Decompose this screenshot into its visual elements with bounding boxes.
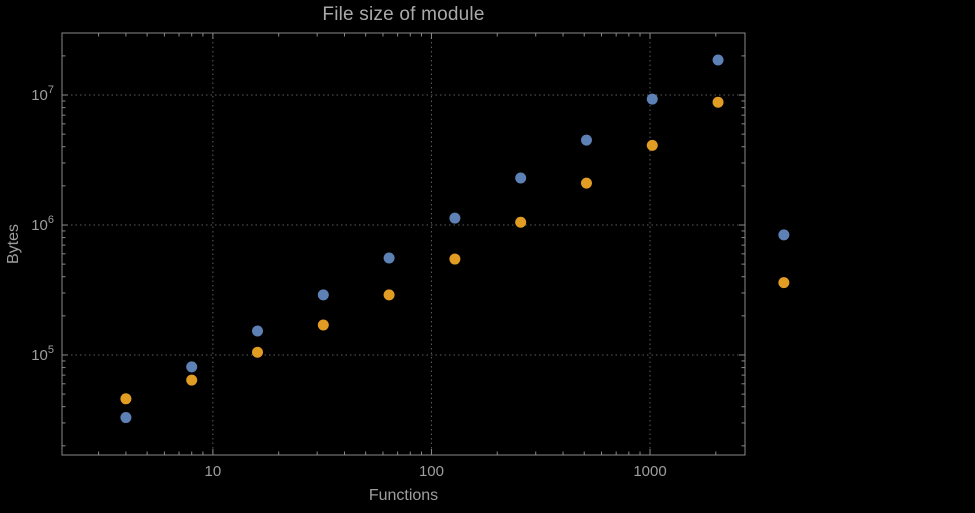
- data-point: [646, 93, 658, 105]
- data-point: [120, 393, 132, 405]
- data-point: [449, 212, 461, 224]
- data-point: [383, 252, 395, 264]
- x-tick-label: 100: [419, 463, 444, 480]
- tick-labels: 10 100 1000 105 106 107: [31, 84, 667, 480]
- data-point: [580, 134, 592, 146]
- series-blue: [120, 54, 790, 424]
- data-point: [449, 253, 461, 265]
- data-point: [712, 96, 724, 108]
- data-point: [383, 289, 395, 301]
- data-point: [778, 229, 790, 241]
- y-tick-label: 107: [31, 84, 54, 104]
- data-point: [252, 346, 264, 358]
- data-point: [120, 412, 132, 424]
- data-point: [515, 172, 527, 184]
- data-point: [317, 319, 329, 331]
- data-point: [186, 374, 198, 386]
- x-tick-label: 1000: [633, 463, 666, 480]
- y-axis-label: Bytes: [5, 223, 22, 265]
- plot-title: File size of module: [322, 4, 485, 25]
- plot-frame: [61, 32, 746, 456]
- data-point: [778, 277, 790, 289]
- data-point: [646, 139, 658, 151]
- y-tick-label: 105: [31, 344, 54, 364]
- x-tick-label: 10: [205, 463, 222, 480]
- data-point: [317, 289, 329, 301]
- series-orange: [120, 96, 790, 405]
- axis-ticks: [62, 33, 745, 455]
- x-axis-label: Functions: [368, 487, 439, 504]
- data-point: [515, 216, 527, 228]
- data-point: [252, 325, 264, 337]
- grid-lines: [62, 33, 745, 455]
- data-point: [712, 54, 724, 66]
- y-tick-label: 106: [31, 214, 54, 234]
- data-point: [580, 177, 592, 189]
- data-point: [186, 361, 198, 373]
